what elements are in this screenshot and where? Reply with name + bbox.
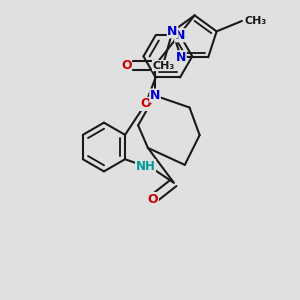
Text: N: N	[150, 89, 160, 102]
Text: O: O	[140, 98, 151, 110]
Text: N: N	[167, 25, 178, 38]
Text: N: N	[176, 51, 186, 64]
Text: CH₃: CH₃	[152, 61, 175, 70]
Text: CH₃: CH₃	[245, 16, 267, 26]
Text: NH: NH	[136, 160, 155, 173]
Text: O: O	[148, 193, 158, 206]
Text: N: N	[175, 29, 185, 42]
Text: O: O	[121, 59, 131, 72]
